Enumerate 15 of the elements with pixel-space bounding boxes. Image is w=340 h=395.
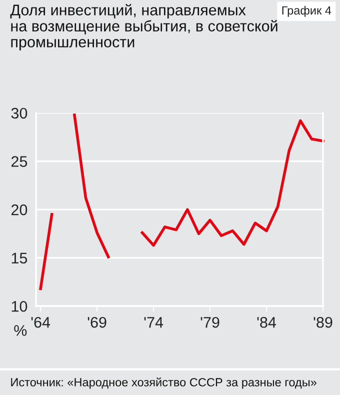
x-tick-label: '64 — [31, 316, 50, 328]
x-tick-label: '69 — [88, 316, 106, 328]
x-tick-label: '89 — [314, 316, 332, 328]
y-tick-label: 15 — [12, 252, 28, 264]
y-axis-title: % — [14, 325, 27, 336]
y-tick-label: 20 — [11, 204, 28, 216]
chart-title: Доля инвестиций, направляемых на возмещение выбытия, в советской промышленности — [10, 4, 278, 50]
y-tick-label: 30 — [11, 108, 28, 119]
x-tick-label: '84 — [257, 316, 276, 328]
x-tick-label: '74 — [144, 317, 164, 328]
chart-subtitle: График 4 — [282, 6, 332, 17]
text: Источник: «Народное хозяйство СССР за разные годы» — [11, 378, 316, 389]
y-tick-label: 25 — [11, 156, 28, 167]
y-tick-label: 10 — [12, 300, 28, 312]
x-tick-label: '79 — [200, 316, 220, 328]
